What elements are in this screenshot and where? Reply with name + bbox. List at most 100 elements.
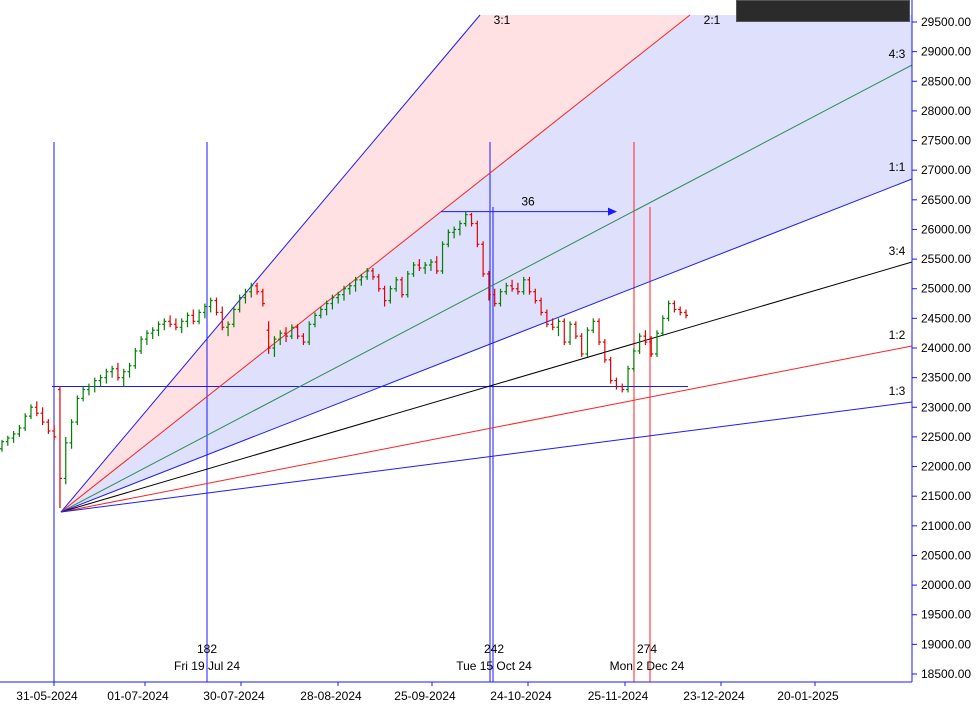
y-tick-label: 24000.00 [921, 341, 971, 355]
fan-fill-blue [61, 15, 912, 512]
price-bar [498, 288, 503, 307]
y-tick-label: 25500.00 [921, 252, 971, 266]
price-bar [626, 365, 631, 393]
price-bar [556, 318, 561, 337]
marker-count-label: 274 [637, 642, 657, 656]
price-bar [562, 318, 567, 346]
x-tick-label: 20-01-2025 [777, 689, 839, 703]
gann-line [60, 178, 913, 513]
y-tick-label: 26500.00 [921, 193, 971, 207]
price-bar [179, 318, 184, 334]
price-bar [266, 321, 271, 354]
x-tick-label: 24-10-2024 [490, 689, 552, 703]
price-bar [28, 404, 33, 420]
price-bar [376, 273, 381, 292]
price-bar [0, 439, 4, 452]
price-bar [150, 327, 155, 340]
price-bar [666, 300, 671, 322]
price-bar [86, 383, 91, 396]
price-bar [608, 356, 613, 384]
price-bar [579, 333, 584, 357]
marker-count-label: 242 [484, 642, 504, 656]
price-bar [52, 425, 57, 440]
price-bar [353, 276, 358, 292]
price-bar [226, 321, 231, 337]
price-bar [457, 220, 462, 236]
price-bar [144, 330, 149, 346]
price-bar [452, 226, 457, 239]
gann-line-label: 1:1 [889, 160, 906, 174]
price-bar [399, 276, 404, 298]
marker-count-label: 182 [197, 642, 217, 656]
price-bar [23, 413, 28, 431]
price-bar [255, 282, 260, 295]
price-bar [156, 321, 161, 337]
price-bar [544, 309, 549, 328]
price-bar [475, 220, 480, 248]
price-bar [336, 291, 341, 304]
price-bar [197, 309, 202, 325]
gann-line-label: 2:1 [704, 13, 721, 27]
price-bar [46, 419, 51, 434]
price-bar [69, 419, 74, 449]
price-bar [434, 256, 439, 274]
gann-line-label: 3:1 [494, 13, 511, 27]
x-tick-label: 30-07-2024 [203, 689, 265, 703]
y-tick-label: 21000.00 [921, 519, 971, 533]
gann-line-label: 4:3 [889, 47, 906, 61]
price-bar [231, 306, 236, 328]
price-bar [573, 321, 578, 340]
price-bar [208, 297, 213, 313]
price-bar [568, 321, 573, 346]
x-axis: 31-05-2024 01-07-2024 30-07-2024 28-08-2024… [16, 682, 839, 703]
price-bar [139, 336, 144, 354]
price-bar [63, 436, 68, 485]
price-bar [423, 262, 428, 274]
vertical-marker-lines [53, 142, 651, 682]
price-bar [330, 294, 335, 310]
price-bar [347, 282, 352, 295]
price-bar [486, 270, 491, 301]
price-bar [289, 324, 294, 340]
y-tick-label: 26000.00 [921, 222, 971, 236]
price-bar [40, 407, 45, 426]
price-bar [527, 276, 532, 295]
x-tick-label: 01-07-2024 [107, 689, 169, 703]
price-bar [5, 435, 10, 446]
price-bar [115, 362, 120, 381]
price-bar [446, 229, 451, 248]
price-bar [394, 276, 399, 292]
price-bar [98, 374, 103, 387]
price-bar [301, 333, 306, 346]
price-bar [591, 318, 596, 334]
price-bar [313, 312, 318, 328]
price-bar [463, 211, 468, 227]
price-bar [655, 330, 660, 357]
price-bar [678, 306, 683, 316]
price-bar [318, 306, 323, 319]
y-tick-label: 21500.00 [921, 489, 971, 503]
marker-date-label: Mon 2 Dec 24 [610, 659, 685, 673]
price-bar [185, 312, 190, 328]
y-tick-label: 23000.00 [921, 400, 971, 414]
x-tick-label: 25-09-2024 [394, 689, 456, 703]
price-bar [521, 276, 526, 295]
price-bar [168, 315, 173, 328]
y-axis: 29500.00 29000.00 28500.00 28000.00 27500.00… [912, 15, 971, 681]
price-bar [104, 368, 109, 384]
gann-line [60, 64, 913, 513]
price-bar [684, 309, 688, 319]
gann-line [60, 261, 913, 513]
price-bar [440, 241, 445, 274]
price-bar [388, 285, 393, 304]
price-bar [539, 297, 544, 316]
price-bar [214, 297, 219, 316]
gann-line [60, 14, 481, 513]
y-tick-label: 27500.00 [921, 134, 971, 148]
price-bar [428, 259, 433, 271]
price-bar [481, 241, 486, 277]
gann-line [60, 401, 913, 513]
price-bar [365, 267, 370, 280]
price-bar [672, 300, 677, 313]
